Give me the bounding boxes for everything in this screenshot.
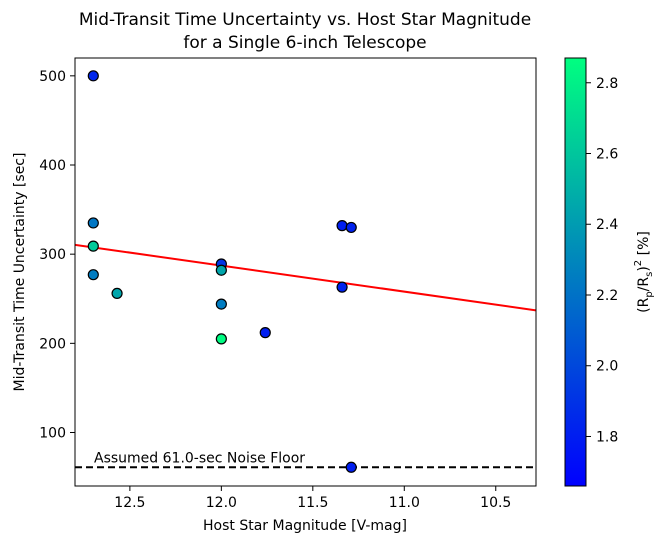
- colorbar-label-sub-s: s: [644, 272, 655, 277]
- colorbar-label: (Rp/Rs)2 [%]: [633, 231, 655, 313]
- x-tick-label: 10.5: [480, 495, 511, 511]
- data-point: [87, 70, 99, 82]
- colorbar-label-sup: 2: [633, 260, 644, 266]
- colorbar-label-open: (R: [636, 297, 652, 312]
- colorbar-tick-label: 2.6: [596, 147, 618, 163]
- y-tick-label: 500: [39, 69, 66, 85]
- data-point: [259, 327, 271, 339]
- colorbar-tick-label: 2.0: [596, 359, 618, 375]
- fit-line: [75, 243, 536, 312]
- y-tick-label: 400: [39, 158, 66, 174]
- data-point: [336, 220, 348, 232]
- x-tick-label: 11.0: [389, 495, 420, 511]
- x-tick-label: 12.0: [206, 495, 237, 511]
- colorbar-label-tail: [%]: [636, 231, 652, 260]
- data-point: [87, 269, 99, 281]
- y-tick-label: 100: [39, 426, 66, 442]
- data-point: [336, 281, 348, 293]
- colorbar-ticks: 1.8 2.0 2.2 2.4 2.6 2.8: [586, 76, 618, 445]
- x-tick-label: 12.5: [114, 495, 145, 511]
- chart-title-line2: for a Single 6-inch Telescope: [183, 33, 426, 53]
- data-point: [345, 461, 357, 473]
- data-point: [215, 298, 227, 310]
- y-tick-label: 200: [39, 336, 66, 352]
- colorbar-tick-label: 2.4: [596, 217, 618, 233]
- plot-frame: [74, 57, 537, 487]
- data-point: [215, 264, 227, 276]
- data-point: [345, 221, 357, 234]
- data-point: [215, 333, 227, 345]
- colorbar-tick-label: 2.8: [596, 76, 618, 92]
- x-axis-label: Host Star Magnitude [V-mag]: [203, 518, 407, 534]
- x-tick-label: 11.5: [297, 495, 328, 511]
- plot-area: Assumed 61.0-sec Noise Floor: [75, 70, 536, 473]
- colorbar-tick-label: 2.2: [596, 288, 618, 304]
- colorbar-label-sub-p: p: [644, 291, 655, 297]
- y-tick-label: 300: [39, 247, 66, 263]
- colorbar-label-mid: /R: [636, 277, 652, 292]
- y-axis-label: Mid-Transit Time Uncertainty [sec]: [12, 153, 28, 392]
- plot-marks: [75, 70, 536, 473]
- colorbar-tick-label: 1.8: [596, 429, 618, 445]
- y-axis: 100 200 300 400 500: [39, 69, 75, 442]
- data-point: [87, 240, 99, 252]
- noise-floor-label: Assumed 61.0-sec Noise Floor: [94, 450, 305, 466]
- colorbar-gradient: [564, 57, 587, 487]
- colorbar-label-close: ): [636, 266, 652, 271]
- colorbar: 1.8 2.0 2.2 2.4 2.6 2.8 (Rp/Rs)2 [%]: [564, 57, 655, 487]
- data-point: [87, 217, 99, 229]
- x-axis: 12.5 12.0 11.5 11.0 10.5: [114, 486, 511, 511]
- data-point: [111, 287, 123, 299]
- chart-title-line1: Mid-Transit Time Uncertainty vs. Host St…: [79, 10, 531, 30]
